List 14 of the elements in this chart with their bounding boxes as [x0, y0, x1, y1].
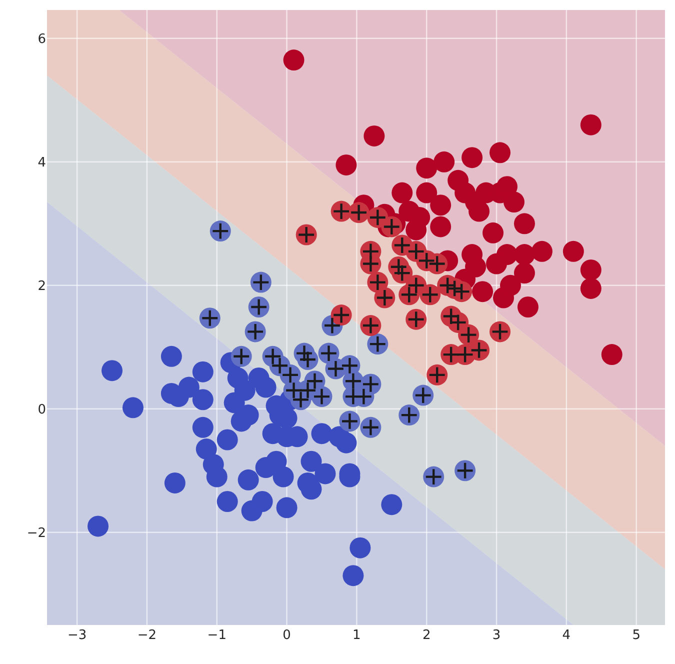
- y-tick-label: −2: [26, 526, 46, 541]
- x-tick-label: 3: [492, 628, 501, 643]
- x-tick-label: 1: [352, 628, 361, 643]
- x-tick-label: 5: [632, 628, 640, 643]
- y-tick-label: 2: [38, 278, 46, 294]
- y-tick-label: 6: [38, 32, 46, 47]
- x-tick-label: −3: [67, 628, 87, 643]
- y-tick-label: 0: [38, 402, 46, 418]
- x-tick-label: −1: [207, 628, 226, 643]
- x-tick-label: 4: [562, 628, 571, 643]
- x-tick-label: 2: [422, 628, 431, 643]
- x-tick-label: −2: [137, 628, 157, 643]
- y-tick-label: 4: [38, 155, 46, 170]
- x-tick-label: 0: [282, 628, 291, 643]
